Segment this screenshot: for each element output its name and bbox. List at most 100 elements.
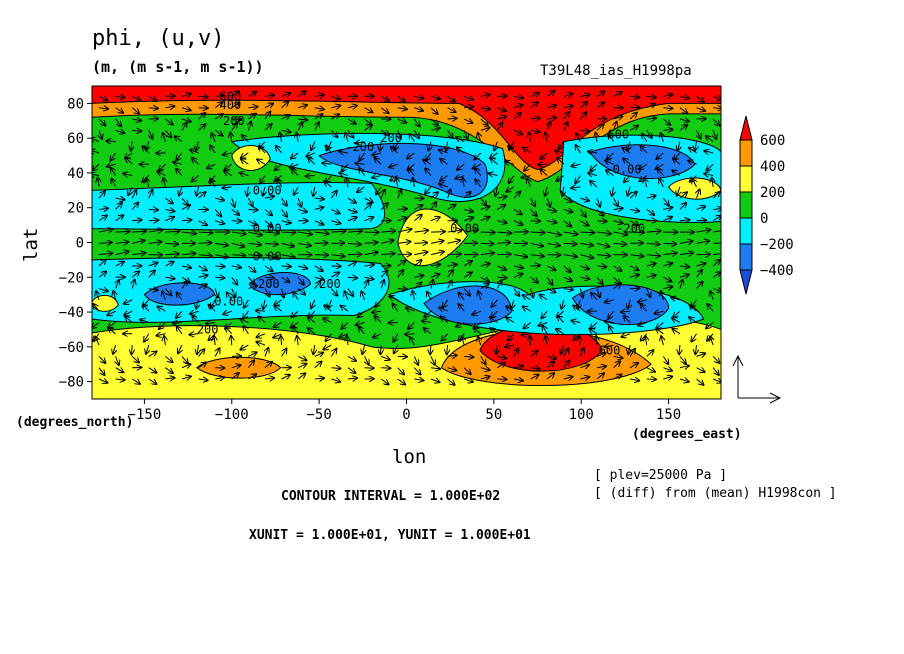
- wind-vector: [446, 141, 447, 151]
- wind-vector: [149, 190, 153, 199]
- wind-vector: [530, 243, 544, 246]
- wind-vector: [580, 277, 589, 279]
- wind-vector: [292, 169, 299, 176]
- wind-vector: [398, 190, 402, 199]
- wind-vector: [508, 146, 515, 154]
- wind-vector: [313, 345, 315, 354]
- wind-vector: [397, 261, 406, 267]
- wind-vector: [264, 265, 273, 271]
- wind-vector: [198, 113, 206, 120]
- wind-vector: [107, 311, 116, 315]
- wind-vector: [639, 163, 648, 169]
- wind-vector: [414, 96, 423, 98]
- wind-vector: [165, 106, 174, 108]
- wind-vector: [523, 148, 531, 154]
- wind-vector: [314, 114, 323, 120]
- contour-label: 200: [197, 322, 219, 336]
- contour-label: 600: [599, 343, 621, 357]
- wind-vector: [663, 217, 672, 221]
- wind-vector: [356, 142, 365, 144]
- wind-vector: [98, 178, 99, 187]
- wind-vector: [646, 231, 661, 232]
- wind-vector: [547, 197, 550, 207]
- wind-vector: [358, 310, 365, 317]
- wind-vector: [148, 352, 157, 357]
- wind-vector: [447, 118, 457, 119]
- wind-vector: [646, 130, 652, 138]
- wind-vector: [459, 304, 465, 312]
- wind-vector: [580, 255, 593, 258]
- wind-vector: [475, 168, 482, 176]
- wind-vector: [111, 168, 117, 176]
- wind-vector: [596, 276, 603, 284]
- wind-vector: [181, 253, 195, 254]
- wind-vector: [480, 108, 490, 109]
- wind-vector: [263, 186, 265, 196]
- wind-vector: [480, 277, 489, 281]
- wind-vector: [322, 163, 332, 164]
- wind-vector: [380, 271, 387, 278]
- wind-vector: [165, 231, 179, 232]
- wind-vector: [223, 311, 232, 314]
- wind-vector: [475, 179, 482, 188]
- wind-vector: [531, 288, 534, 298]
- contour-label: 600: [220, 89, 242, 103]
- wind-vector: [642, 134, 648, 142]
- wind-vector: [93, 304, 100, 312]
- wind-vector: [622, 148, 631, 154]
- wind-vector: [679, 96, 689, 98]
- wind-vector: [115, 215, 124, 222]
- wind-vector: [663, 243, 676, 244]
- wind-vector: [92, 322, 100, 328]
- wind-vector: [613, 208, 623, 209]
- wind-vector: [256, 342, 266, 345]
- wind-vector: [347, 209, 357, 212]
- wind-vector: [231, 123, 237, 131]
- wind-vector: [341, 322, 349, 328]
- wind-vector: [414, 275, 423, 277]
- wind-vector: [375, 158, 382, 165]
- wind-vector: [373, 334, 382, 338]
- wind-vector: [656, 152, 664, 159]
- wind-vector: [311, 141, 315, 150]
- wind-vector: [531, 197, 536, 206]
- wind-vector: [281, 221, 291, 223]
- wind-vector: [547, 118, 556, 119]
- wind-vector: [630, 255, 643, 257]
- wind-vector: [545, 186, 547, 196]
- wind-vector: [306, 153, 315, 156]
- wind-vector: [576, 134, 580, 142]
- wind-vector: [663, 207, 672, 209]
- wind-vector: [298, 122, 302, 131]
- wind-vector: [341, 163, 349, 171]
- wind-vector: [596, 209, 604, 215]
- wind-vector: [679, 119, 689, 121]
- legend-arrow-bottom: [739, 269, 753, 295]
- contour-label: 200: [319, 277, 341, 291]
- wind-vector: [314, 277, 324, 279]
- wind-vector: [298, 232, 312, 234]
- wind-vector: [527, 178, 530, 188]
- wind-vector: [530, 209, 537, 216]
- wind-vector: [661, 336, 663, 346]
- wind-vector: [413, 118, 419, 126]
- wind-vector: [605, 300, 614, 303]
- wind-vector: [546, 289, 555, 293]
- wind-vector: [347, 243, 361, 244]
- wind-vector: [397, 96, 405, 101]
- wind-vector: [179, 186, 182, 196]
- legend-swatch: [739, 217, 753, 245]
- y-tick-label: −20: [59, 270, 84, 286]
- x-tick-label: 0: [402, 407, 410, 423]
- wind-vector: [165, 262, 173, 266]
- contour-label: 0.00: [214, 295, 243, 309]
- field-blue-2: [589, 144, 696, 179]
- wind-vector: [358, 327, 365, 335]
- wind-vector: [131, 141, 133, 151]
- wind-vector: [326, 333, 332, 341]
- wind-vector: [414, 215, 421, 222]
- wind-vector: [563, 94, 573, 97]
- wind-vector: [505, 162, 515, 165]
